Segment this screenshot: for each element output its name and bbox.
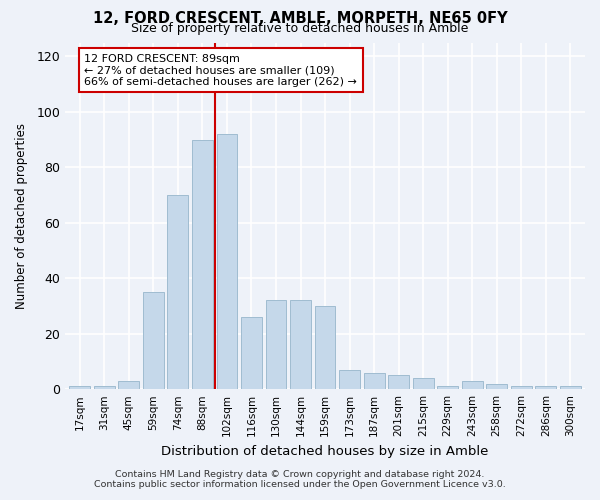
Bar bbox=[388, 376, 409, 389]
Text: Contains HM Land Registry data © Crown copyright and database right 2024.
Contai: Contains HM Land Registry data © Crown c… bbox=[94, 470, 506, 489]
Y-axis label: Number of detached properties: Number of detached properties bbox=[15, 123, 28, 309]
Text: Size of property relative to detached houses in Amble: Size of property relative to detached ho… bbox=[131, 22, 469, 35]
Bar bbox=[217, 134, 238, 389]
Bar bbox=[339, 370, 360, 389]
Bar bbox=[437, 386, 458, 389]
X-axis label: Distribution of detached houses by size in Amble: Distribution of detached houses by size … bbox=[161, 444, 489, 458]
Bar bbox=[511, 386, 532, 389]
Bar bbox=[413, 378, 434, 389]
Bar bbox=[143, 292, 164, 389]
Bar bbox=[192, 140, 213, 389]
Bar bbox=[364, 372, 385, 389]
Bar bbox=[314, 306, 335, 389]
Bar bbox=[486, 384, 507, 389]
Text: 12, FORD CRESCENT, AMBLE, MORPETH, NE65 0FY: 12, FORD CRESCENT, AMBLE, MORPETH, NE65 … bbox=[92, 11, 508, 26]
Bar bbox=[241, 317, 262, 389]
Bar bbox=[266, 300, 286, 389]
Bar bbox=[290, 300, 311, 389]
Bar bbox=[167, 195, 188, 389]
Bar bbox=[118, 381, 139, 389]
Bar bbox=[94, 386, 115, 389]
Bar bbox=[70, 386, 90, 389]
Bar bbox=[560, 386, 581, 389]
Bar bbox=[535, 386, 556, 389]
Text: 12 FORD CRESCENT: 89sqm
← 27% of detached houses are smaller (109)
66% of semi-d: 12 FORD CRESCENT: 89sqm ← 27% of detache… bbox=[84, 54, 357, 87]
Bar bbox=[462, 381, 482, 389]
